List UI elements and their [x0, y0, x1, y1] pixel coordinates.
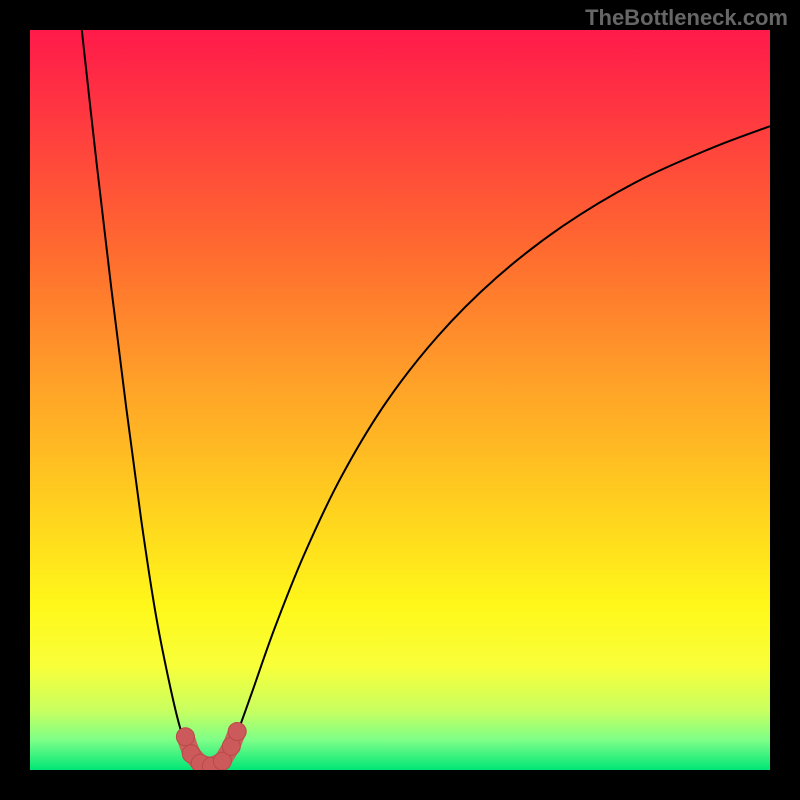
plot-area	[30, 30, 770, 770]
chart-container: TheBottleneck.com	[0, 0, 800, 800]
plot-svg	[30, 30, 770, 770]
watermark-text: TheBottleneck.com	[585, 5, 788, 31]
highlight-marker	[176, 728, 194, 746]
highlight-marker	[228, 723, 246, 741]
gradient-background	[30, 30, 770, 770]
